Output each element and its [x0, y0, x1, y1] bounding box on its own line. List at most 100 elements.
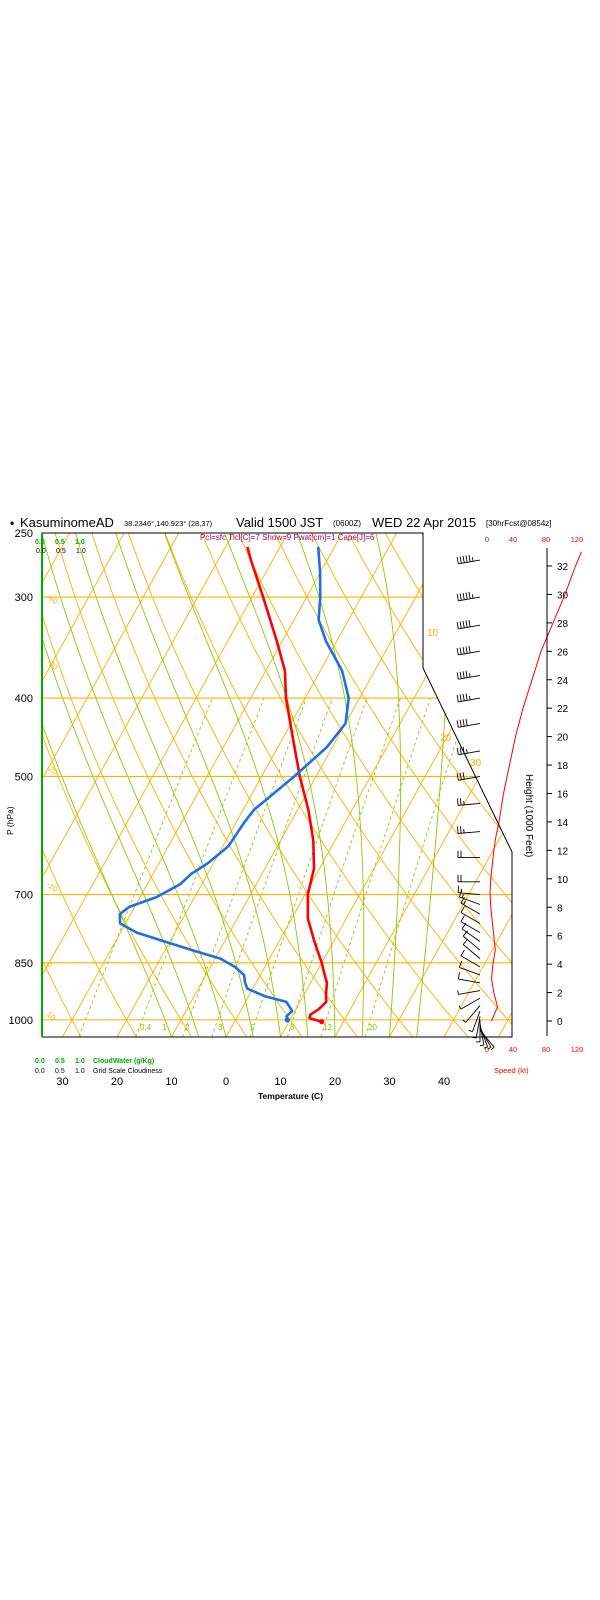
dry-adiabat-line: [595, 519, 600, 1037]
dry-adiabat-line: [304, 533, 512, 1037]
wind-barb: [458, 960, 481, 976]
wind-barb: [462, 1005, 481, 1023]
wind-barb: [460, 915, 481, 933]
speed-top-tick-0: 0: [485, 535, 489, 544]
pressure-tick-label: 850: [15, 958, 33, 970]
wind-barb: [461, 922, 481, 942]
temperature-tick-label: 0: [223, 1076, 229, 1088]
speed-top-tick-3: 120: [571, 535, 584, 544]
indices-line: Pcl=sfc Tlcl[C]=7 Show=9 Pwat[cm]=1 Cape…: [200, 533, 375, 542]
temperature-tick-label: 40: [438, 1076, 450, 1088]
speed-top-tick-2: 80: [542, 535, 550, 544]
dry-adiabat-line: [42, 533, 137, 1037]
pressure-tick-label: 500: [15, 771, 33, 783]
y-axis-label: P (hPa): [5, 806, 15, 835]
wind-barb: [457, 972, 481, 984]
speed-bottom-tick-1: 40: [509, 1045, 517, 1054]
mixing-ratio-line: [320, 697, 431, 1037]
isotherm-label: -40: [45, 592, 60, 607]
isotherm-line: [42, 533, 180, 1037]
dry-adiabat-label: 20: [440, 733, 452, 744]
temperature-tick-label: 30: [56, 1076, 68, 1088]
mixing-ratio-label: 0.4: [140, 1023, 152, 1032]
wind-barb: [457, 826, 481, 834]
height-tick-label: 16: [557, 790, 569, 801]
cloud-scale-bottom-green-0: 0.0: [35, 1058, 45, 1065]
pressure-tick-label: 250: [15, 528, 33, 540]
dry-adiabat-line: [42, 533, 193, 1037]
mixing-ratio-label: 8: [290, 1023, 295, 1032]
cloud-scale-bottom-black-0: 0.0: [35, 1068, 45, 1075]
moist-adiabat-line: [42, 533, 227, 1037]
cloud-scale-bottom-green-2: 1.0: [75, 1058, 85, 1065]
wind-barb: [479, 1027, 492, 1050]
wind-barb: [457, 885, 481, 896]
wind-barb: [457, 850, 480, 859]
isotherm-line: [42, 533, 125, 1037]
x-axis-label: Temperature (C): [258, 1091, 323, 1101]
height-tick-label: 18: [557, 761, 569, 772]
height-tick-label: 20: [557, 733, 569, 744]
cloud-scale-top-black-0: 0.0: [36, 548, 46, 555]
height-tick-label: 28: [557, 619, 569, 630]
mixing-ratio-label: 1: [162, 1023, 167, 1032]
isotherm-line: [62, 533, 343, 1037]
height-tick-label: 12: [557, 846, 569, 857]
station-coords: 38.2346°,140.923° (28,37): [124, 519, 213, 528]
moist-adiabat-line: [296, 533, 365, 1037]
chart-curves: [118, 546, 582, 1051]
wind-barb: [462, 930, 481, 951]
cloud-scale-bottom-black-1: 0.5: [55, 1068, 65, 1075]
height-tick-label: 30: [557, 590, 569, 601]
cloud-scale-bottom-green-1: 0.5: [55, 1058, 65, 1065]
speed-bottom-tick-2: 80: [542, 1045, 550, 1054]
mixing-ratio-line: [135, 697, 265, 1037]
wind-barb: [458, 997, 481, 1010]
isotherm-line: [42, 533, 71, 1037]
dry-adiabat-line: [195, 533, 512, 1037]
dry-adiabat-label: 30: [470, 758, 482, 769]
temperature-tick-label: 30: [383, 1076, 395, 1088]
wind-barb: [456, 554, 481, 565]
height-tick-label: 32: [557, 562, 569, 573]
height-tick-label: 10: [557, 875, 569, 886]
mixing-ratio-label: 2: [185, 1023, 190, 1032]
isotherm-line: [498, 533, 512, 1037]
height-tick-label: 24: [557, 676, 569, 687]
cloud-scale-top-black-1: 0.5: [56, 548, 66, 555]
speed-bottom-tick-0: 0: [485, 1045, 489, 1054]
wind-barb: [456, 619, 481, 630]
isotherm-line: [334, 533, 512, 1037]
cloud-scale-top-green-0: 0.0: [35, 539, 45, 546]
moist-adiabat-line: [42, 533, 172, 1037]
valid-date: WED 22 Apr 2015: [372, 515, 476, 530]
mixing-ratio-label: 5: [250, 1023, 255, 1032]
pressure-tick-label: 400: [15, 693, 33, 705]
height-tick-label: 22: [557, 704, 569, 715]
pressure-tick-label: 300: [15, 592, 33, 604]
utc-time: (0600Z): [333, 519, 361, 528]
dry-adiabat-line: [42, 533, 248, 1037]
dry-adiabat-line: [42, 533, 82, 1037]
height-tick-label: 2: [557, 989, 563, 1000]
wind-speed-curve: [489, 551, 582, 1022]
temperature-tick-label: 10: [274, 1076, 286, 1088]
wind-barb: [476, 1019, 481, 1043]
dry-adiabat-line: [50, 533, 303, 1037]
wind-barb: [456, 670, 481, 680]
isotherm-label: -10: [45, 880, 60, 895]
isotherm-line: [443, 533, 512, 1037]
isotherm-line: [389, 533, 512, 1037]
height-axis-label: Height (1000 Feet): [523, 774, 534, 857]
moist-adiabat-line: [375, 533, 402, 1037]
dry-adiabat-line: [86, 533, 358, 1037]
height-tick-label: 6: [557, 932, 563, 943]
cloudwater-label: CloudWater (g/Kg): [93, 1058, 154, 1065]
dry-adiabat-line: [485, 533, 512, 1037]
isotherm-line: [280, 533, 512, 1037]
height-tick-label: 14: [557, 818, 569, 829]
isotherm-line: [0, 533, 15, 1037]
pressure-tick-label: 1000: [9, 1015, 33, 1027]
wind-barb: [457, 990, 481, 995]
moist-adiabat-line: [115, 533, 281, 1037]
